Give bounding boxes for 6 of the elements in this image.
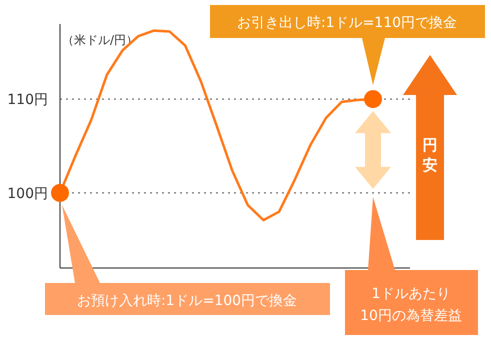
text: 1ドルあたり 10円の為替差益 bbox=[360, 286, 462, 324]
y-tick-label: 100円 bbox=[7, 186, 48, 202]
text: 円安 bbox=[422, 136, 438, 174]
text: お預け入れ時:1ドル=100円で換金 bbox=[76, 293, 298, 309]
y-tick-label: 110円 bbox=[7, 92, 48, 108]
annotation: お引き出し時:1ドル=110円で換金 bbox=[236, 15, 458, 31]
